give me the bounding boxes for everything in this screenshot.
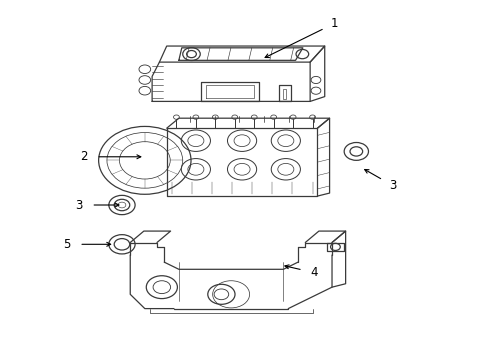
Text: 3: 3 <box>388 179 396 192</box>
Text: 4: 4 <box>310 266 318 279</box>
Text: 1: 1 <box>330 17 338 30</box>
Text: 5: 5 <box>63 238 71 251</box>
Text: 3: 3 <box>75 198 82 212</box>
Bar <box>283 89 285 99</box>
Text: 2: 2 <box>80 150 88 163</box>
